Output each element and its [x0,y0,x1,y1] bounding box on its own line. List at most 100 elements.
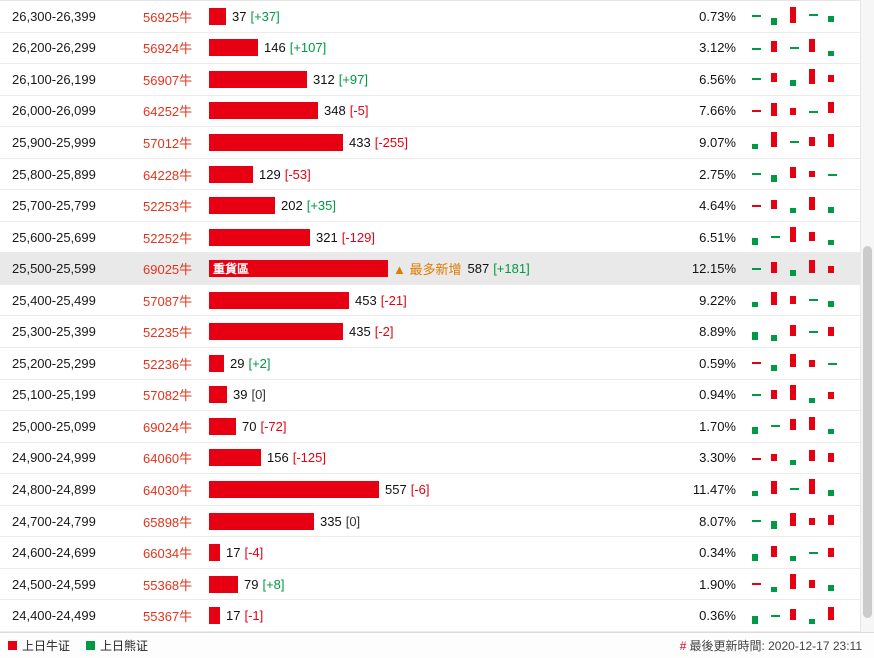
history-sparkline [750,193,848,219]
percent-value: 9.22% [699,292,736,308]
price-range: 25,500-25,599 [12,261,96,277]
warrant-code[interactable]: 52253牛 [143,199,193,215]
spark-cell [738,287,860,313]
warrant-code[interactable]: 52236牛 [143,356,193,372]
percent-value: 8.07% [699,513,736,529]
history-sparkline [750,256,848,282]
bear-history-mark [828,429,834,435]
warrant-code[interactable]: 52252牛 [143,230,193,246]
spark-cell [738,603,860,629]
volume-bar [209,449,261,467]
bar-change: [+2] [248,355,271,371]
warrant-code[interactable]: 57082牛 [143,388,193,404]
bar-cell: 39 [0] [209,386,653,404]
spark-cell [738,161,860,187]
bull-history-mark [790,419,796,431]
bear-history-mark [790,459,796,465]
bar-value: 29 [230,355,245,371]
bull-history-mark [809,69,815,85]
history-sparkline [750,224,848,250]
bull-history-mark [828,134,834,148]
percent-value: 1.70% [699,418,736,434]
bull-history-mark [771,102,777,116]
bar-change: [-21] [380,292,407,308]
price-range: 24,800-24,899 [12,481,96,497]
history-sparkline [750,540,848,566]
bar-change: [+8] [262,576,285,592]
spark-cell [738,129,860,155]
percent-value: 3.12% [699,40,736,56]
table-row: 25,200-25,299 52236牛 29 [+2] 0.59% [0,348,860,380]
heavy-zone-label: 重貨區 [213,262,250,277]
table-row: 24,800-24,899 64030牛 557 [-6] 11.47% [0,474,860,506]
bar-change: [0] [345,513,361,529]
bar-value: 321 [316,229,338,245]
percent-value: 0.36% [699,608,736,624]
bear-history-mark [809,330,818,333]
bear-history-mark [809,618,815,624]
warrant-code[interactable]: 65898牛 [143,514,193,530]
price-range: 25,000-25,099 [12,418,96,434]
bear-history-mark [790,80,796,87]
price-range: 24,900-24,999 [12,450,96,466]
bear-history-mark [752,238,758,246]
bear-history-mark [752,173,761,175]
warrant-code[interactable]: 64030牛 [143,482,193,498]
bull-history-mark [790,513,796,527]
history-sparkline [750,35,848,61]
spark-cell [738,193,860,219]
percent-value: 6.51% [699,229,736,245]
table-row: 25,500-25,599 69025牛 重貨區 ▲ 最多新增 587 [+18… [0,253,860,285]
vertical-scrollbar[interactable] [860,0,874,632]
bear-history-mark [809,299,818,302]
bar-value: 17 [226,608,241,624]
warrant-code[interactable]: 56924牛 [143,41,193,57]
bull-history-mark [809,38,815,52]
warrant-code[interactable]: 56907牛 [143,72,193,88]
bear-history-mark [752,78,761,81]
warrant-code[interactable]: 64252牛 [143,104,193,120]
warrant-code[interactable]: 57012牛 [143,135,193,151]
bear-history-mark [752,331,758,340]
bull-history-mark [809,137,815,147]
scrollbar-thumb[interactable] [863,246,872,618]
warrant-code[interactable]: 57087牛 [143,293,193,309]
bull-history-mark [771,73,777,83]
bar-change: [-255] [374,134,408,150]
percent-value: 12.15% [691,261,736,277]
bar-change: [+37] [250,8,280,24]
warrant-code[interactable]: 55367牛 [143,609,193,625]
spark-cell [738,3,860,29]
warrant-code[interactable]: 56925牛 [143,9,193,25]
warrant-code[interactable]: 66034牛 [143,546,193,562]
bar-cell: 202 [+35] [209,197,653,215]
bar-value: 312 [313,71,335,87]
bar-cell: 37 [+37] [209,7,653,25]
history-sparkline [750,382,848,408]
bull-history-mark [828,265,834,273]
warrant-code[interactable]: 69025牛 [143,262,193,278]
warrant-code[interactable]: 55368牛 [143,577,193,593]
bar-value: 348 [324,103,346,119]
bar-cell: 321 [-129] [209,228,653,246]
warrant-code[interactable]: 64228牛 [143,167,193,183]
bear-history-mark [752,427,758,435]
volume-bar [209,354,224,372]
volume-bar [209,480,379,498]
bear-history-mark [809,110,818,113]
table-row: 25,000-25,099 69024牛 70 [-72] 1.70% [0,411,860,443]
warrant-code[interactable]: 64060牛 [143,451,193,467]
volume-bar: 重貨區 [209,260,388,278]
volume-bar [209,133,343,151]
bear-history-mark [752,144,758,150]
bull-history-mark [809,580,815,589]
spark-cell [738,66,860,92]
table-row: 24,900-24,999 64060牛 156 [-125] 3.30% [0,442,860,475]
bear-history-mark [752,520,761,523]
bar-cell: 557 [-6] [209,480,653,498]
table-row: 25,800-25,899 64228牛 129 [-53] 2.75% [0,158,860,191]
warrant-code[interactable]: 69024牛 [143,419,193,435]
bull-legend-label: 上日牛证 [22,639,71,653]
spark-cell [738,35,860,61]
warrant-code[interactable]: 52235牛 [143,325,193,341]
